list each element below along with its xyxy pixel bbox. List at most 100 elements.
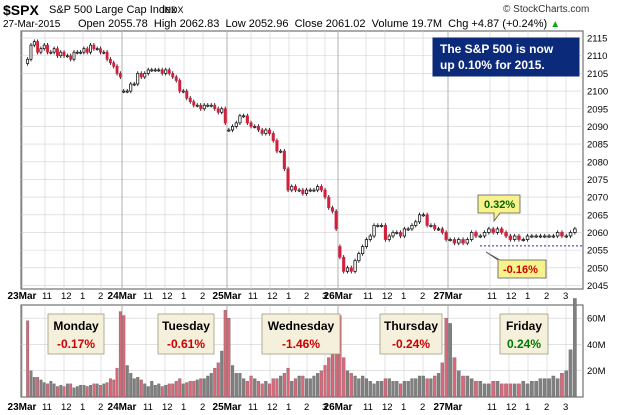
volume-bar	[174, 381, 178, 398]
candle-body	[46, 44, 49, 53]
candle-body	[345, 267, 350, 272]
candle-body	[478, 235, 482, 238]
candle-body	[171, 73, 175, 78]
candle-body	[167, 69, 171, 74]
x-tick-label-bottom: 2	[420, 402, 425, 413]
volume-bar	[517, 383, 521, 398]
volume-bar	[316, 373, 320, 398]
x-tick-label-bottom: 2	[544, 402, 549, 413]
volume-bar	[301, 375, 305, 398]
volume-bar	[444, 317, 448, 398]
volume-bar	[249, 375, 253, 398]
volume-bar	[323, 365, 327, 398]
candle-body	[275, 140, 279, 152]
candle-body	[95, 48, 99, 51]
volume-bar	[568, 349, 573, 398]
candle-body	[234, 122, 238, 127]
candle-body	[508, 235, 513, 240]
candle-body	[448, 239, 452, 241]
price-tick-label: 2075	[587, 175, 608, 186]
volume-bar	[253, 378, 257, 398]
day-box-bg	[379, 313, 443, 355]
x-tick-label: 1	[525, 291, 530, 302]
candle-body	[220, 108, 224, 113]
volume-bar	[167, 383, 171, 398]
volume-bar	[304, 378, 309, 398]
candle-body	[440, 228, 444, 233]
volume-bar	[260, 383, 264, 398]
candle-body	[330, 207, 334, 212]
candle-body	[178, 80, 182, 92]
x-tick-label-bottom: 12	[162, 402, 173, 413]
candle-body	[153, 69, 157, 72]
candle-body	[62, 51, 66, 57]
volume-bar	[474, 381, 478, 398]
stockcharts-brand: © StockCharts.com	[503, 4, 590, 15]
day-name: Friday	[506, 319, 542, 333]
candle-body	[199, 104, 203, 110]
volume-bar	[290, 381, 294, 398]
x-tick-label: 2	[304, 291, 309, 302]
volume-bar	[75, 386, 79, 398]
candle-body	[297, 189, 301, 192]
volume-bar	[282, 373, 286, 398]
volume-bar	[525, 383, 530, 398]
volume-bar	[478, 381, 483, 398]
x-tick-label: 12	[267, 291, 278, 302]
volume-bar	[414, 378, 418, 398]
candle-body	[136, 73, 140, 85]
volume-bar	[555, 378, 560, 398]
candle-body	[547, 235, 551, 238]
candle-body	[223, 108, 227, 124]
candle-body	[32, 41, 36, 46]
low-value: 2052.96	[248, 18, 289, 30]
day-pct: 0.24%	[507, 337, 541, 351]
volume-bar	[286, 367, 290, 398]
price-tick-label: 2090	[587, 122, 608, 133]
volume-bar	[361, 375, 365, 398]
x-tick-label-bottom: 23Mar	[8, 402, 37, 413]
candle-body	[36, 41, 39, 53]
ohlc-readout: Open 2055.78 High 2062.83 Low 2052.96 Cl…	[78, 18, 560, 30]
volume-bar	[456, 370, 461, 398]
volume-bar	[417, 375, 422, 398]
x-tick-label-bottom: 1	[401, 402, 406, 413]
candle-body	[521, 239, 525, 241]
volume-bar	[319, 370, 323, 398]
candle-body	[364, 239, 369, 247]
price-tick-label: 2070	[587, 193, 608, 204]
volume-bar	[39, 379, 43, 398]
open-label: Open	[78, 18, 105, 30]
volume-bar	[469, 378, 474, 398]
volume-bar	[564, 370, 569, 398]
volume-bar	[508, 383, 513, 398]
x-tick-label: 1	[80, 291, 85, 302]
volume-bar	[512, 383, 517, 398]
volume-bar	[551, 375, 556, 398]
day-change-box: Monday -0.17%	[47, 313, 105, 355]
candle-body	[279, 150, 283, 153]
candle-body	[99, 48, 102, 53]
volume-bar	[391, 381, 395, 398]
volume-bar	[364, 378, 369, 398]
volume-bar	[36, 377, 39, 398]
volume-bar	[157, 383, 161, 398]
x-tick-label-bottom: 3	[563, 402, 568, 413]
x-tick-label-bottom: 11	[42, 402, 52, 413]
price-tick-label: 2080	[587, 157, 608, 168]
volume-bar	[181, 383, 185, 398]
volume-bar	[209, 373, 213, 398]
volume-bar	[139, 379, 143, 398]
x-tick-label: 11	[487, 291, 497, 302]
candle-body	[495, 228, 500, 233]
candle-body	[109, 58, 112, 64]
candle-body	[125, 90, 129, 93]
candle-body	[49, 51, 53, 54]
candle-body	[305, 189, 309, 194]
volume-bar	[65, 383, 69, 398]
volume-bar	[357, 378, 361, 398]
candle-body	[157, 69, 161, 72]
volume-bar	[102, 383, 106, 398]
volume-bar	[32, 377, 36, 398]
candle-body	[361, 246, 365, 255]
